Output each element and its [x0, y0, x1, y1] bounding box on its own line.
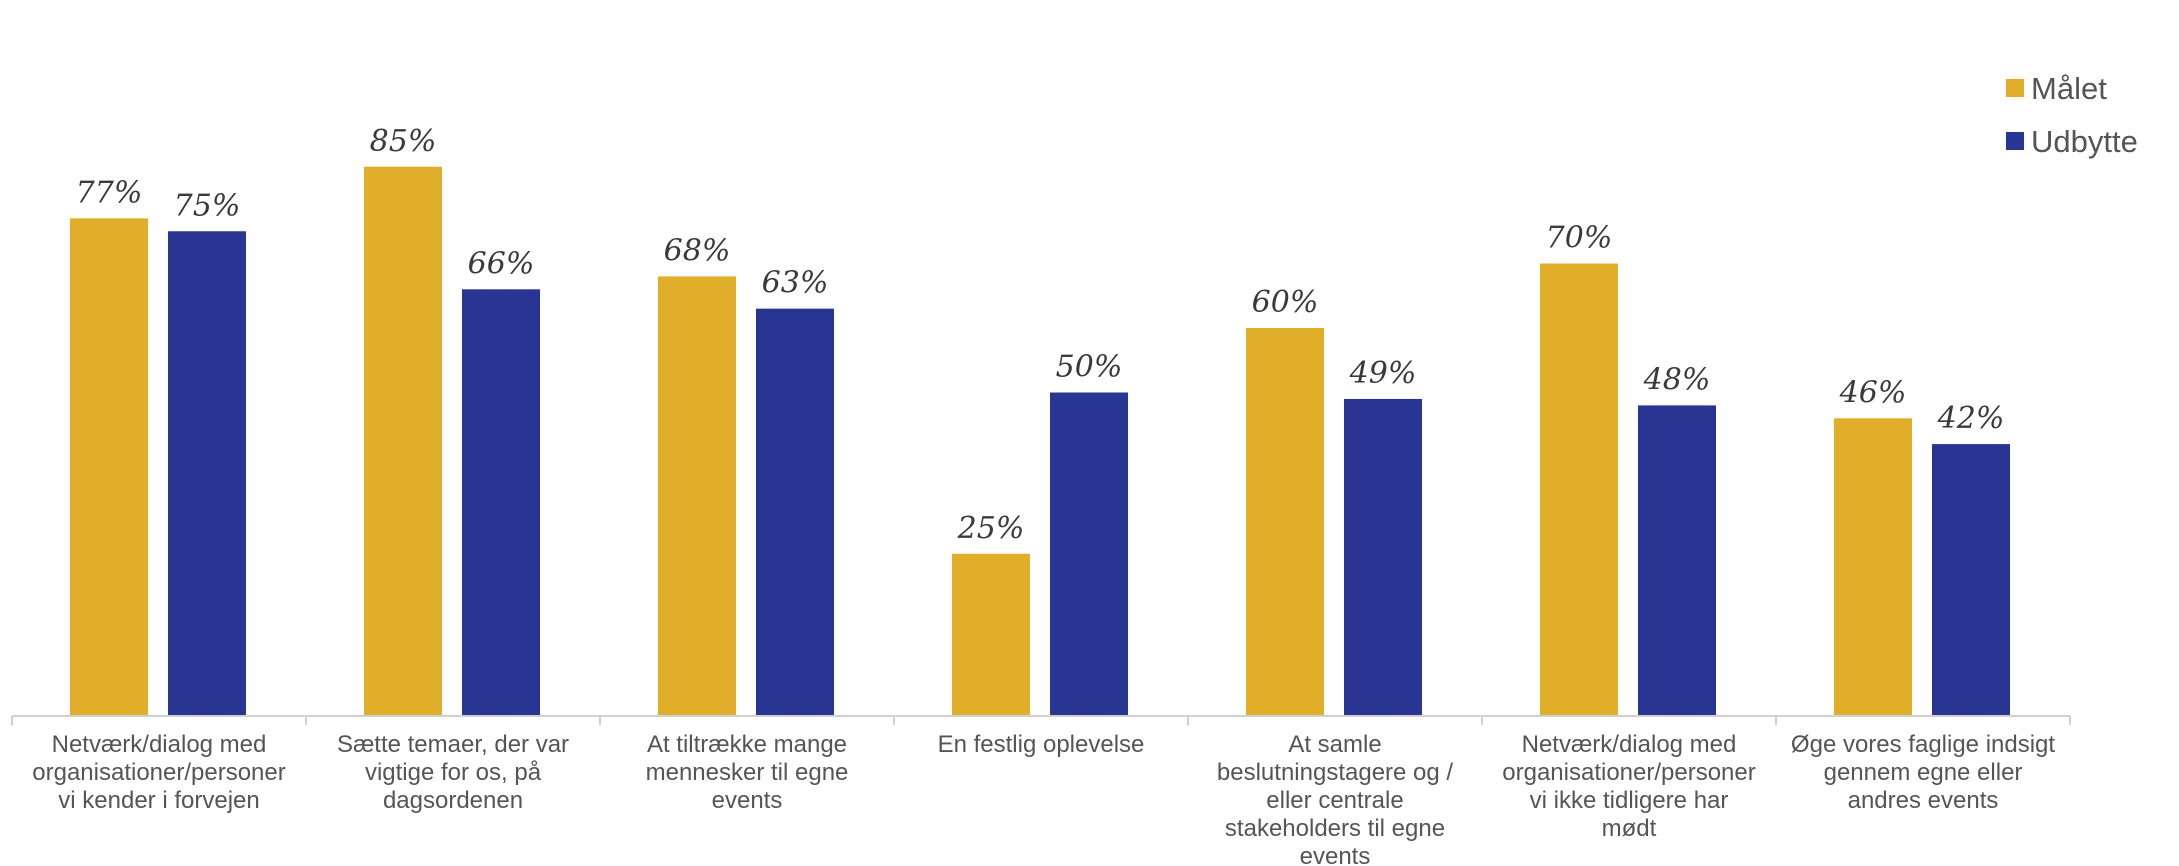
- bars-group: [70, 166, 2010, 715]
- bar-maalet-7: [1834, 418, 1912, 715]
- bar-udbytte-5: [1344, 398, 1422, 715]
- category-label-7: Øge vores faglige indsigt gennem egne ell…: [1791, 731, 2055, 814]
- data-label-udbytte-3: 63%: [762, 266, 829, 301]
- x-axis: [11, 715, 2071, 725]
- bar-udbytte-1: [168, 231, 246, 715]
- bar-udbytte-7: [1932, 444, 2010, 715]
- data-label-maalet-1: 77%: [76, 175, 143, 210]
- category-label-5: At samle beslutningstagere og / eller cent…: [1217, 731, 1454, 866]
- data-label-udbytte-1: 75%: [174, 188, 241, 223]
- bar-maalet-2: [364, 166, 442, 715]
- category-label-6: Netværk/dialog med organisationer/persone…: [1502, 731, 1756, 842]
- legend-swatch-udbytte: [2006, 132, 2024, 150]
- data-label-udbytte-4: 50%: [1056, 350, 1123, 385]
- data-label-maalet-4: 25%: [957, 511, 1025, 546]
- legend-swatch-maalet: [2006, 79, 2024, 97]
- data-label-udbytte-6: 48%: [1643, 362, 1711, 397]
- bar-maalet-1: [70, 218, 148, 715]
- bar-udbytte-6: [1638, 405, 1716, 715]
- category-label-1: Netværk/dialog med organisationer/persone…: [32, 731, 286, 814]
- bar-maalet-3: [658, 276, 736, 715]
- bar-udbytte-2: [462, 289, 540, 715]
- legend-label-maalet: Målet: [2031, 71, 2107, 106]
- bar-maalet-6: [1540, 263, 1618, 715]
- data-label-udbytte-5: 49%: [1349, 356, 1417, 391]
- category-labels-group: Netværk/dialog med organisationer/persone…: [32, 731, 2055, 866]
- bar-udbytte-4: [1050, 392, 1128, 715]
- data-label-maalet-3: 68%: [664, 233, 731, 268]
- legend-label-udbytte: Udbytte: [2031, 124, 2138, 159]
- category-label-3: At tiltrække mange mennesker til egne even…: [646, 731, 849, 814]
- data-label-udbytte-2: 66%: [468, 246, 535, 281]
- bar-maalet-4: [952, 553, 1030, 715]
- value-labels-group: 77% 85% 68% 25% 60% 70% 46% 75% 66% 63% 50% 49% 48% 4…: [76, 124, 2005, 546]
- bar-maalet-5: [1246, 328, 1324, 715]
- bar-udbytte-3: [756, 308, 834, 715]
- data-label-maalet-2: 85%: [370, 124, 437, 159]
- data-label-udbytte-7: 42%: [1937, 401, 2005, 436]
- data-label-maalet-7: 46%: [1839, 375, 1907, 410]
- data-label-maalet-5: 60%: [1252, 285, 1319, 320]
- legend: Målet Udbytte: [2006, 71, 2138, 159]
- category-label-2: Sætte temaer, der var vigtige for os, på d…: [337, 731, 569, 814]
- category-label-4: En festlig oplevelse: [938, 731, 1145, 758]
- data-label-maalet-6: 70%: [1546, 221, 1613, 256]
